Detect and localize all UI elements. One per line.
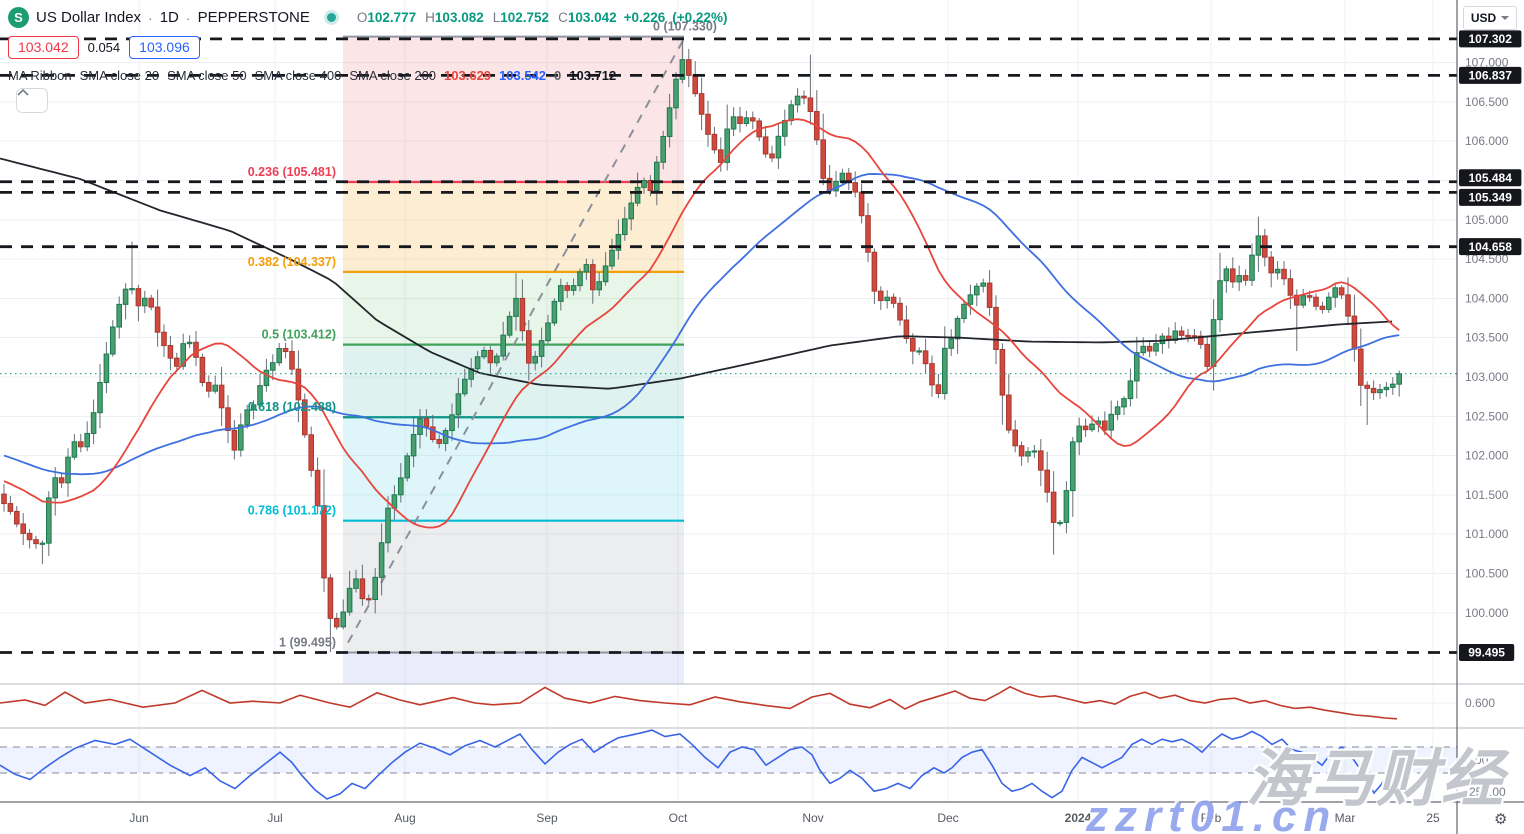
ma-legend-item: SMA close 50 [167, 68, 247, 83]
ohlc-value: 103.082 [434, 10, 484, 25]
svg-text:Dec: Dec [937, 811, 958, 825]
ohlc-key: L [492, 10, 501, 25]
time-axis-labels[interactable]: Jun Jul Aug Sep Oct Nov Dec 2024 Feb Mar 25 [129, 811, 1440, 825]
ohlc-key: C [558, 10, 568, 25]
price-axis-badges: 107.302 106.837 105.484 105.349 104.658 99.49… [1459, 30, 1522, 661]
watermark-primary: 海马财经 [1246, 745, 1507, 814]
support-resistance-lines [0, 37, 1457, 654]
ohlc-key: H [425, 10, 435, 25]
svg-text:2024: 2024 [1065, 811, 1092, 825]
cci-line [0, 729, 1398, 800]
currency-selector[interactable]: USD [1463, 6, 1517, 30]
ma-ribbon-legend[interactable]: MA Ribbon SMA close 20 SMA close 50 SMA clo… [8, 68, 616, 83]
collapse-legend-button[interactable] [16, 88, 48, 113]
ma-legend-item: SMA close 20 [79, 68, 160, 83]
fib-trend-line [347, 40, 684, 644]
chevron-up-icon [17, 89, 29, 96]
ma-legend-item: 103.712 [569, 68, 617, 83]
svg-text:0 (107.330): 0 (107.330) [653, 20, 717, 34]
svg-text:102.000: 102.000 [1465, 449, 1509, 463]
svg-text:Sep: Sep [536, 811, 558, 825]
sma-200-line [0, 157, 1393, 390]
svg-text:106.500: 106.500 [1465, 95, 1509, 109]
svg-text:100.000: 100.000 [1465, 606, 1509, 620]
vertical-gridlines [138, 0, 1434, 802]
svg-text:0.618 (102.488): 0.618 (102.488) [248, 400, 336, 414]
spread-value: 0.054 [87, 40, 121, 55]
svg-text:101.000: 101.000 [1465, 527, 1509, 541]
svg-text:0.382 (104.337): 0.382 (104.337) [248, 255, 336, 269]
market-status-icon [326, 13, 336, 22]
svg-text:104.658: 104.658 [1469, 240, 1513, 254]
svg-text:0.786 (101.172): 0.786 (101.172) [248, 504, 336, 518]
atr-line [0, 685, 1398, 720]
ma-legend-item: MA Ribbon [8, 68, 72, 83]
svg-text:-250.00: -250.00 [1465, 785, 1506, 799]
svg-text:105.484: 105.484 [1469, 171, 1513, 185]
fib-level-labels: 0 (107.330) 0.236 (105.481) 0.382 (104.337… [248, 20, 717, 650]
svg-text:106.837: 106.837 [1469, 69, 1513, 83]
currency-label: USD [1470, 11, 1497, 25]
separator-dot: · [148, 9, 153, 26]
ask-button[interactable]: 103.096 [129, 36, 200, 59]
svg-text:0.600: 0.600 [1465, 696, 1495, 710]
svg-text:0.00: 0.00 [1465, 753, 1489, 767]
svg-text:100.500: 100.500 [1465, 567, 1509, 581]
ohlc-values: O102.777 H103.082 L102.752 C103.042 [357, 10, 617, 25]
ohlc-value: 103.042 [567, 10, 617, 25]
svg-text:Oct: Oct [669, 811, 688, 825]
svg-text:Mar: Mar [1335, 811, 1356, 825]
moving-averages [0, 118, 1400, 529]
ma-legend-item: 0 [554, 68, 562, 83]
svg-text:103.000: 103.000 [1465, 370, 1509, 384]
symbol-title[interactable]: US Dollar Index [36, 9, 142, 26]
svg-text:1 (99.495): 1 (99.495) [279, 635, 336, 649]
svg-text:Jul: Jul [267, 811, 282, 825]
svg-text:105.349: 105.349 [1469, 191, 1513, 205]
svg-text:0.5 (103.412): 0.5 (103.412) [262, 328, 336, 342]
svg-text:107.000: 107.000 [1465, 56, 1509, 70]
svg-text:107.302: 107.302 [1469, 32, 1513, 46]
svg-text:0.236 (105.481): 0.236 (105.481) [248, 165, 336, 179]
quote-row: 103.042 0.054 103.096 [8, 36, 200, 59]
timeframe-label[interactable]: 1D [159, 9, 179, 26]
sma-50-line [3, 173, 1400, 476]
svg-text:Aug: Aug [394, 811, 415, 825]
svg-text:99.495: 99.495 [1468, 646, 1505, 660]
ma-legend-item: 103.629 [444, 68, 492, 83]
svg-text:106.000: 106.000 [1465, 134, 1509, 148]
symbol-logo-icon[interactable]: S [8, 7, 29, 28]
svg-text:102.500: 102.500 [1465, 409, 1509, 423]
sma-20-line [3, 118, 1400, 529]
watermark-secondary: zzrt01.cn [1086, 792, 1338, 834]
svg-text:105.000: 105.000 [1465, 213, 1509, 227]
exchange-label[interactable]: PEPPERSTONE [197, 9, 310, 26]
separator-dot: · [185, 9, 191, 26]
ma-legend-item: SMA close 200 [349, 68, 437, 83]
svg-text:Nov: Nov [802, 811, 823, 825]
price-axis-labels[interactable]: 107.000 106.500 106.000 105.000 104.500 104.0… [1465, 56, 1509, 799]
svg-text:Jun: Jun [129, 811, 148, 825]
ohlc-value: 102.777 [367, 10, 417, 25]
chevron-down-icon [1501, 16, 1510, 20]
svg-text:Feb: Feb [1201, 811, 1222, 825]
candles-series [1, 36, 1403, 653]
axis-settings-gear-icon[interactable]: ⚙ [1494, 811, 1508, 828]
svg-text:25: 25 [1426, 811, 1440, 825]
svg-text:104.000: 104.000 [1465, 291, 1509, 305]
bid-button[interactable]: 103.042 [8, 36, 79, 59]
svg-text:103.500: 103.500 [1465, 331, 1509, 345]
ma-legend-item: SMA close 400 [254, 68, 342, 83]
fib-zones [343, 36, 684, 684]
svg-text:104.500: 104.500 [1465, 252, 1509, 266]
ma-legend-item: 103.542 [499, 68, 547, 83]
svg-text:101.500: 101.500 [1465, 488, 1509, 502]
change-percent: (+0.22%) [672, 10, 728, 25]
ohlc-value: 102.752 [500, 10, 550, 25]
symbol-toolbar: S US Dollar Index · 1D · PEPPERSTONE O10… [8, 7, 727, 28]
ohlc-key: O [356, 10, 368, 25]
change-value: +0.226 [623, 10, 666, 25]
